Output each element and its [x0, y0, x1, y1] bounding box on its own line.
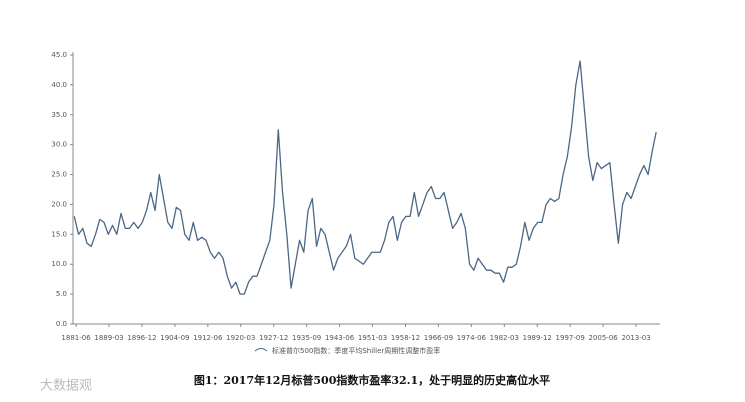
x-tick-label: 1912-06 — [193, 334, 223, 342]
x-tick-label: 2013-03 — [621, 334, 650, 342]
x-tick-label: 1927-12 — [259, 334, 288, 342]
x-tick-label: 1935-09 — [292, 334, 321, 342]
legend-swatch — [254, 348, 268, 352]
watermark: 大数据观 — [40, 379, 92, 394]
x-tick-label: 1904-09 — [160, 334, 189, 342]
legend-label: 标准普尔500指数：季度平均Shiller周期性调整市盈率 — [272, 346, 440, 355]
x-tick-label: 1951-03 — [358, 334, 387, 342]
x-tick-label: 1974-06 — [457, 334, 487, 342]
x-tick-label: 1889-03 — [94, 334, 123, 342]
data-line — [73, 60, 657, 295]
x-tick-label: 1920-03 — [226, 334, 255, 342]
y-tick-label: 10.0 — [51, 260, 67, 268]
x-tick-label: 1881-06 — [61, 334, 91, 342]
y-tick-label: 0.0 — [56, 320, 67, 328]
y-tick-label: 5.0 — [56, 290, 67, 298]
y-tick-label: 20.0 — [51, 200, 67, 208]
y-tick-label: 25.0 — [51, 171, 67, 179]
x-tick-label: 1943-06 — [325, 334, 355, 342]
x-tick-label: 1896-12 — [127, 334, 156, 342]
y-tick-label: 30.0 — [51, 141, 67, 149]
caption: 图1：2017年12月标普500指数市盈率32.1，处于明显的历史高位水平 — [194, 373, 550, 387]
x-tick-label: 1997-09 — [556, 334, 585, 342]
y-tick-label: 45.0 — [51, 51, 67, 59]
x-tick-label: 1989-12 — [523, 334, 552, 342]
x-tick-label: 2005-06 — [589, 334, 619, 342]
x-tick-label: 1966-09 — [424, 334, 453, 342]
y-tick-label: 15.0 — [51, 230, 67, 238]
y-tick-label: 40.0 — [51, 81, 67, 89]
y-tick-label: 35.0 — [51, 111, 67, 119]
x-tick-label: 1958-12 — [391, 334, 420, 342]
x-tick-label: 1982-03 — [490, 334, 519, 342]
